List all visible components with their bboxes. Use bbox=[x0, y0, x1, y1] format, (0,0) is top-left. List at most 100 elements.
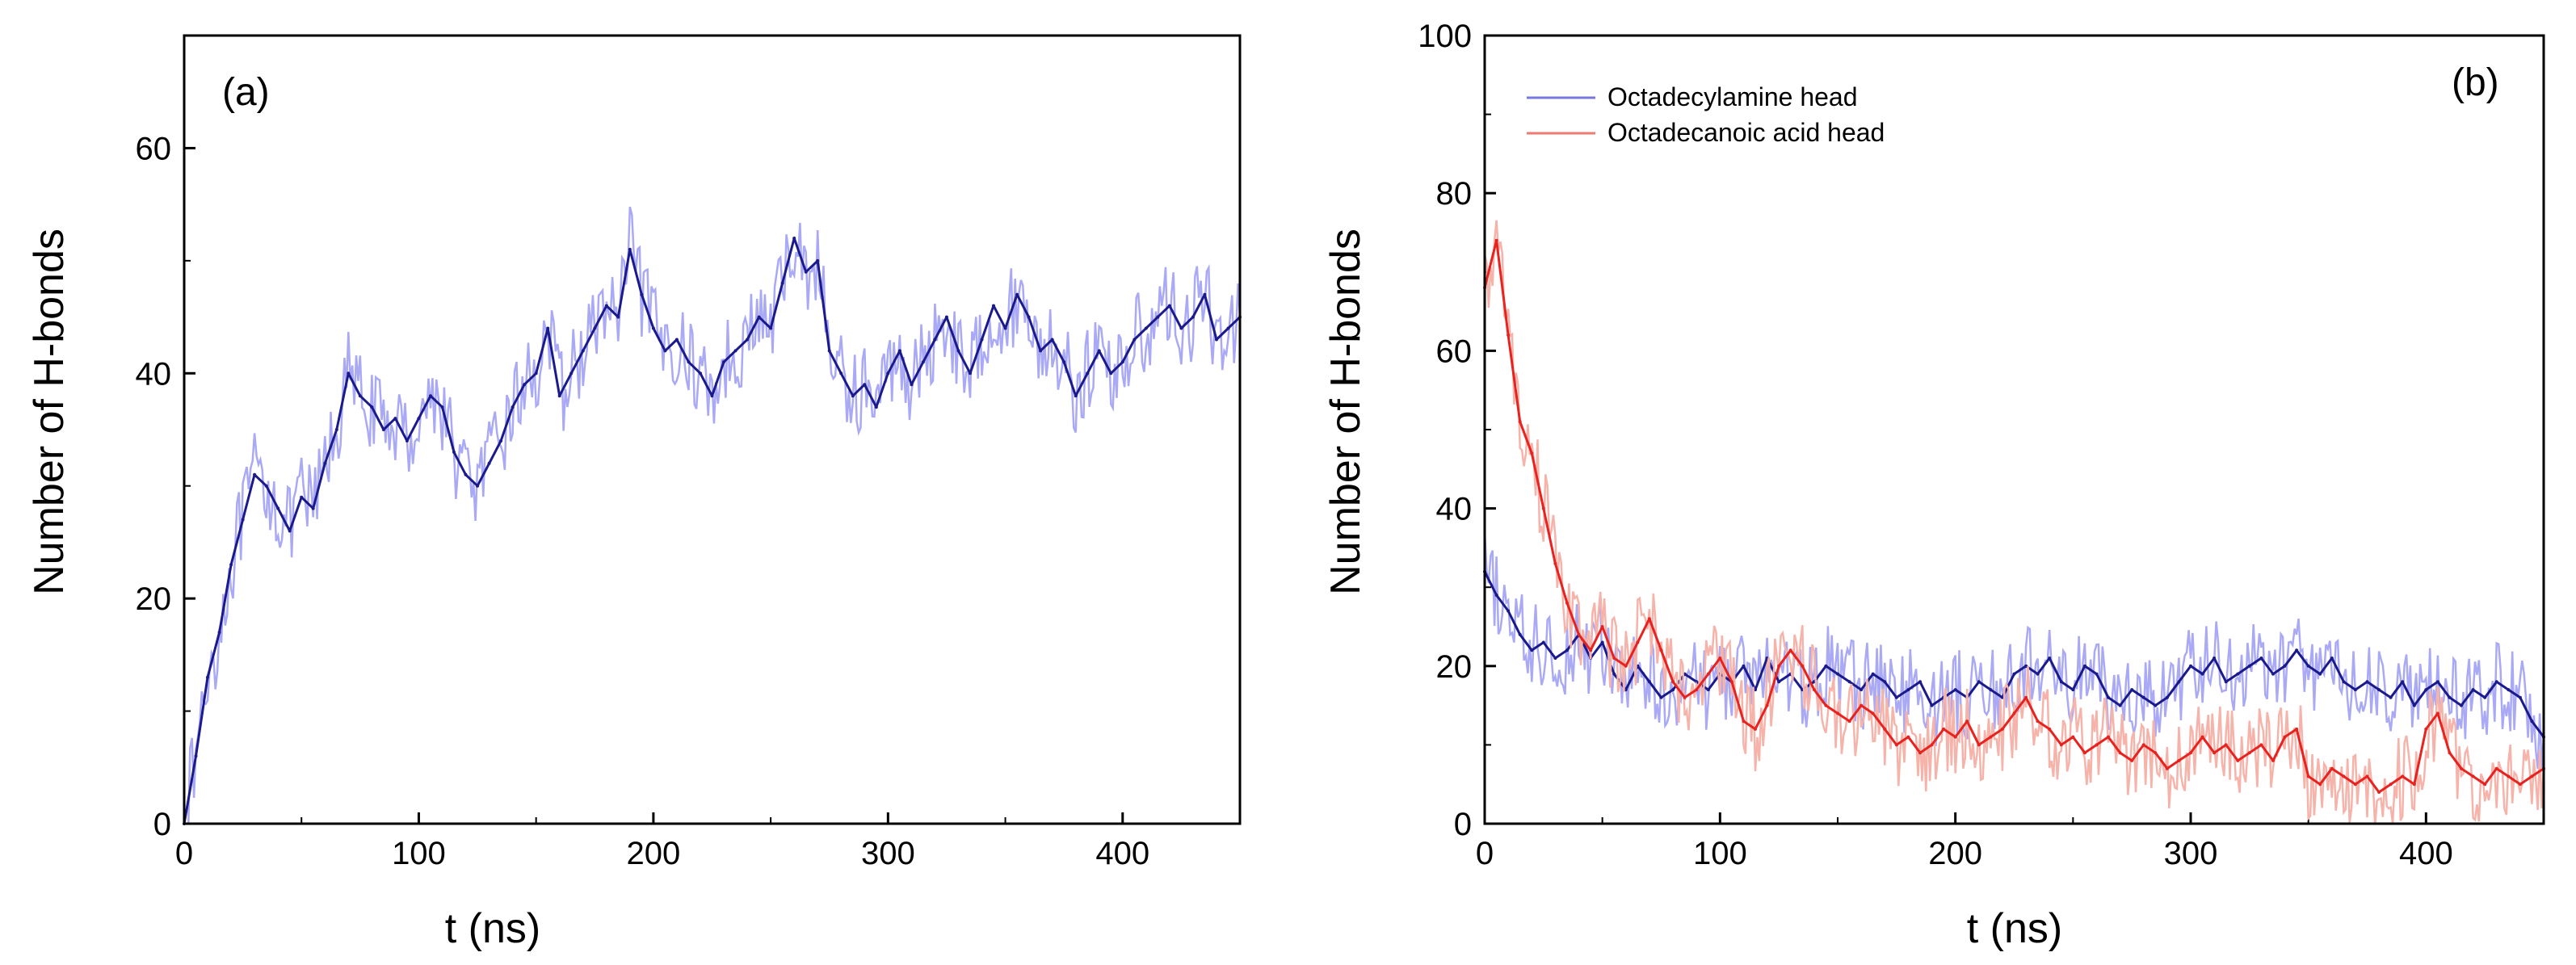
data-point bbox=[1612, 672, 1616, 676]
data-point bbox=[2271, 758, 2275, 762]
series-line-0 bbox=[184, 237, 1240, 824]
data-point bbox=[1518, 420, 1522, 424]
ytick-label: 0 bbox=[153, 807, 171, 842]
data-point bbox=[2295, 727, 2299, 731]
data-point bbox=[347, 371, 351, 376]
data-point bbox=[1167, 304, 1171, 308]
data-point bbox=[640, 292, 644, 296]
data-point bbox=[1062, 360, 1066, 364]
data-point bbox=[2518, 695, 2522, 699]
data-point bbox=[1636, 640, 1640, 644]
data-point bbox=[2200, 735, 2204, 739]
data-point bbox=[253, 472, 257, 476]
data-point bbox=[2154, 703, 2158, 707]
data-point bbox=[2460, 766, 2463, 770]
data-point bbox=[2259, 657, 2263, 660]
data-point bbox=[2330, 657, 2334, 660]
data-point bbox=[1133, 338, 1137, 342]
data-point bbox=[1156, 315, 1160, 319]
data-point bbox=[992, 304, 995, 308]
data-point bbox=[1871, 672, 1875, 676]
data-point bbox=[1074, 394, 1078, 398]
data-point bbox=[2342, 774, 2346, 778]
data-point bbox=[2118, 751, 2122, 755]
data-point bbox=[944, 315, 948, 319]
data-point bbox=[851, 394, 855, 398]
xtick-label: 400 bbox=[1095, 836, 1149, 871]
panel-a-xlabel: t (ns) bbox=[445, 905, 540, 952]
data-point bbox=[2177, 758, 2181, 762]
data-point bbox=[757, 315, 761, 319]
data-point bbox=[569, 371, 574, 376]
data-point bbox=[2071, 688, 2075, 692]
data-point bbox=[969, 371, 972, 376]
data-point bbox=[2000, 727, 2004, 731]
data-point bbox=[2082, 751, 2086, 755]
data-point bbox=[2224, 680, 2228, 684]
data-point bbox=[2141, 695, 2145, 699]
data-point bbox=[1754, 727, 1757, 731]
data-point bbox=[1203, 292, 1207, 296]
data-point bbox=[1659, 648, 1663, 652]
data-point bbox=[2377, 688, 2381, 692]
ytick-label: 80 bbox=[1436, 176, 1473, 212]
data-point bbox=[2530, 720, 2534, 724]
data-point bbox=[827, 349, 831, 353]
data-point bbox=[863, 383, 867, 387]
xtick-label: 400 bbox=[2399, 836, 2453, 871]
data-point bbox=[722, 360, 725, 364]
data-point bbox=[334, 428, 338, 431]
data-point bbox=[1860, 688, 1864, 692]
data-point bbox=[1706, 672, 1710, 676]
data-point bbox=[2141, 743, 2145, 747]
data-point bbox=[1624, 688, 1628, 692]
xtick-label: 300 bbox=[861, 836, 915, 871]
data-point bbox=[2189, 751, 2192, 755]
panel-a: Number of H-bonds t (ns) 0 20 40 60 0 100 200… bbox=[26, 34, 1242, 952]
panel-b-legend: Octadecylamine head Octadecanoic acid he… bbox=[1527, 82, 1885, 147]
data-point bbox=[1015, 292, 1019, 296]
data-point bbox=[2048, 727, 2052, 731]
data-point bbox=[910, 383, 914, 387]
data-point bbox=[2530, 774, 2534, 778]
data-point bbox=[2189, 664, 2192, 668]
data-point bbox=[1541, 506, 1545, 510]
data-point bbox=[897, 349, 901, 353]
data-point bbox=[804, 270, 808, 274]
data-point bbox=[2353, 688, 2357, 692]
data-point bbox=[405, 438, 409, 443]
data-point bbox=[546, 326, 550, 330]
series-raw-0 bbox=[187, 206, 1240, 824]
data-point bbox=[1977, 680, 1981, 684]
data-point bbox=[1600, 625, 1604, 628]
data-point bbox=[616, 315, 620, 319]
data-point bbox=[1965, 720, 1969, 724]
data-point bbox=[1777, 680, 1781, 684]
data-point bbox=[1777, 664, 1781, 668]
data-point bbox=[2435, 680, 2439, 684]
data-point bbox=[2435, 711, 2439, 715]
data-point bbox=[1507, 333, 1511, 337]
data-point bbox=[429, 394, 432, 398]
data-point bbox=[2412, 782, 2416, 787]
data-point bbox=[733, 349, 738, 353]
data-point bbox=[1706, 688, 1710, 692]
data-point bbox=[1847, 720, 1851, 724]
data-point bbox=[1883, 727, 1887, 731]
data-point bbox=[687, 360, 691, 364]
data-point bbox=[1989, 735, 1993, 739]
data-point bbox=[593, 326, 597, 330]
data-point bbox=[1530, 648, 1534, 652]
data-point bbox=[1120, 360, 1124, 364]
panel-b-xlabel: t (ns) bbox=[1967, 905, 2062, 952]
data-point bbox=[1742, 664, 1746, 668]
data-point bbox=[1494, 594, 1498, 597]
data-point bbox=[323, 461, 327, 465]
panel-a-frame bbox=[183, 34, 1242, 825]
data-point bbox=[2036, 672, 2040, 676]
data-point bbox=[229, 563, 233, 567]
data-point bbox=[511, 405, 515, 409]
data-point bbox=[2471, 688, 2475, 692]
data-point bbox=[746, 338, 750, 342]
